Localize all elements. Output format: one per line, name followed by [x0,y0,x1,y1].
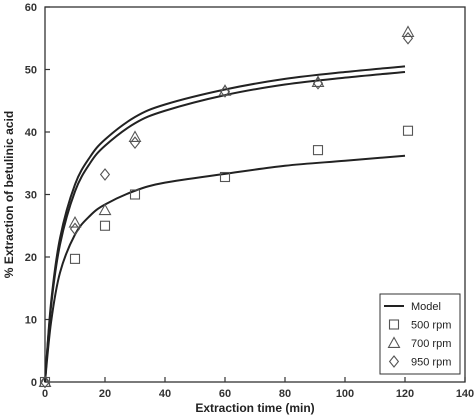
x-tick-label: 100 [336,388,354,400]
square-data-point [312,145,324,156]
diamond-data-point [219,84,231,98]
legend-square-marker [388,319,400,330]
x-tick-label: 0 [42,388,48,400]
diamond-data-point [39,375,51,389]
y-tick-label: 60 [25,2,37,14]
triangle-data-point [128,130,142,142]
x-tick-label: 40 [159,388,171,400]
y-tick-label: 40 [25,127,37,139]
diamond-data-point [69,222,81,236]
y-axis-label: % Extraction of betulinic acid [2,111,16,278]
plot-area: 0 20 40 60 80 100 120 140 0 10 20 30 40 50 60 [25,2,474,400]
legend-triangle-marker [387,336,401,348]
legend-label: 700 rpm [411,338,451,350]
y-tick-label: 20 [25,252,37,264]
y-tick-label: 10 [25,315,37,327]
x-tick-label: 20 [99,388,111,400]
model-curve [44,65,406,383]
legend-box [379,293,461,375]
legend-label: 500 rpm [411,320,451,332]
square-data-point [129,189,141,200]
diamond-data-point [99,168,111,181]
x-tick-label: 60 [219,388,231,400]
legend: Model 500 rpm 700 rpm 950 rpm [379,293,461,375]
triangle-data-point [38,375,52,387]
x-tick-label: 120 [396,388,414,400]
model-curve [44,71,406,383]
diamond-data-point [402,31,414,45]
legend-diamond-marker [388,355,400,368]
x-axis-label: Extraction time (min) [195,401,314,415]
square-data-point [99,220,111,231]
triangle-data-point [218,84,232,96]
square-data-point [69,253,81,264]
y-tick-label: 30 [25,190,37,202]
y-tick-label: 0 [31,377,37,389]
y-tick-label: 50 [25,65,37,77]
triangle-data-point [401,25,415,37]
diamond-data-point [312,76,324,90]
model-curve [44,154,406,383]
triangle-data-point [68,215,82,228]
triangle-data-point [98,203,112,216]
x-tick-label: 80 [279,388,291,400]
legend-label: Model [411,301,441,313]
square-data-point [402,125,414,136]
square-data-point [219,171,231,183]
diamond-data-point [129,136,141,150]
x-tick-label: 140 [456,388,474,400]
legend-label: 950 rpm [411,357,451,369]
